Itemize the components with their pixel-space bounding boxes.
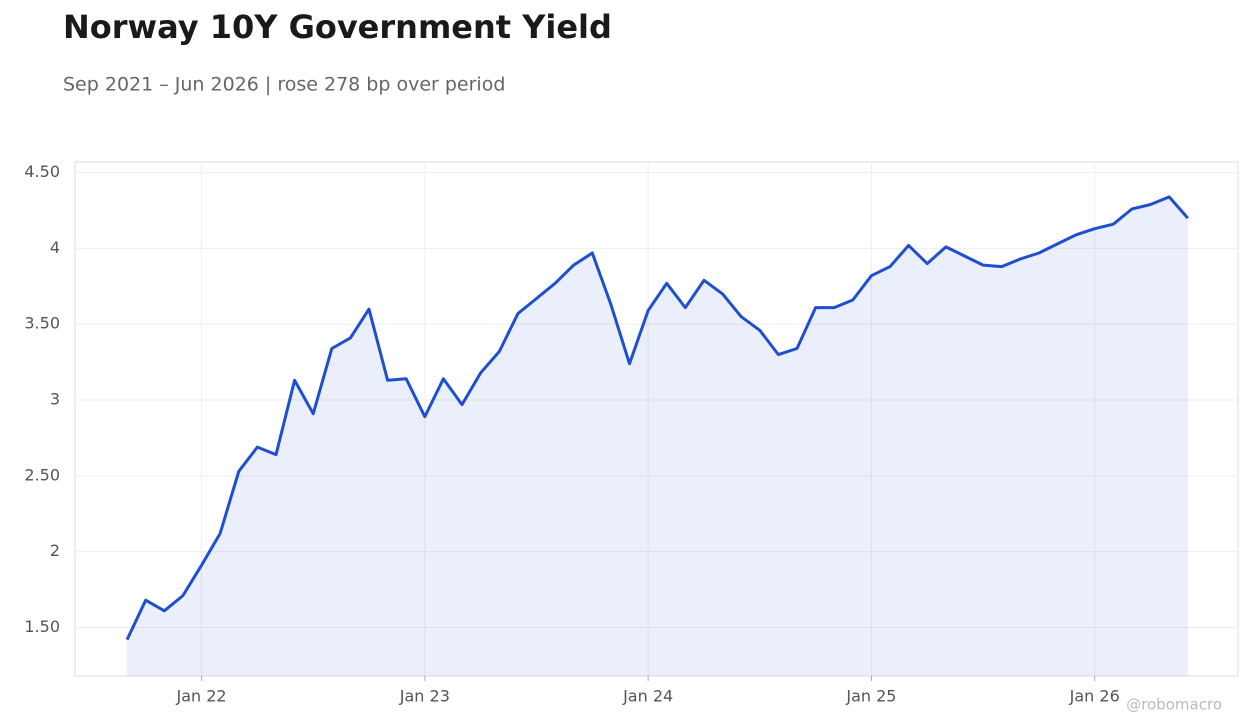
y-tick-label: 4	[50, 238, 60, 257]
x-tick-label: Jan 24	[622, 687, 673, 706]
y-tick-label: 3.50	[24, 314, 60, 333]
watermark: @robomacro	[1126, 696, 1222, 714]
plot-frame	[74, 161, 1239, 677]
y-tick-label: 2.50	[24, 465, 60, 484]
y-tick-label: 3	[50, 390, 60, 409]
x-tick-label: Jan 25	[845, 687, 896, 706]
y-tick-label: 2	[50, 541, 60, 560]
line	[125, 195, 1189, 641]
x-tick-label: Jan 23	[399, 687, 450, 706]
y-tick-label: 1.50	[24, 617, 60, 636]
x-tick-label: Jan 22	[175, 687, 226, 706]
area	[127, 196, 1188, 676]
chart-title: Norway 10Y Government Yield	[63, 8, 612, 46]
chart-subtitle: Sep 2021 – Jun 2026 | rose 278 bp over p…	[63, 74, 505, 96]
x-tick-label: Jan 26	[1069, 687, 1120, 706]
y-tick-label: 4.50	[24, 162, 60, 181]
